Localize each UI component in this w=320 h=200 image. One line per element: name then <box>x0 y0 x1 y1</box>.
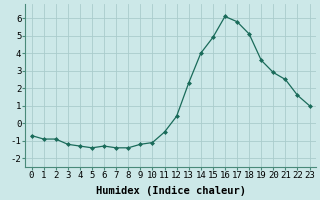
X-axis label: Humidex (Indice chaleur): Humidex (Indice chaleur) <box>96 186 245 196</box>
